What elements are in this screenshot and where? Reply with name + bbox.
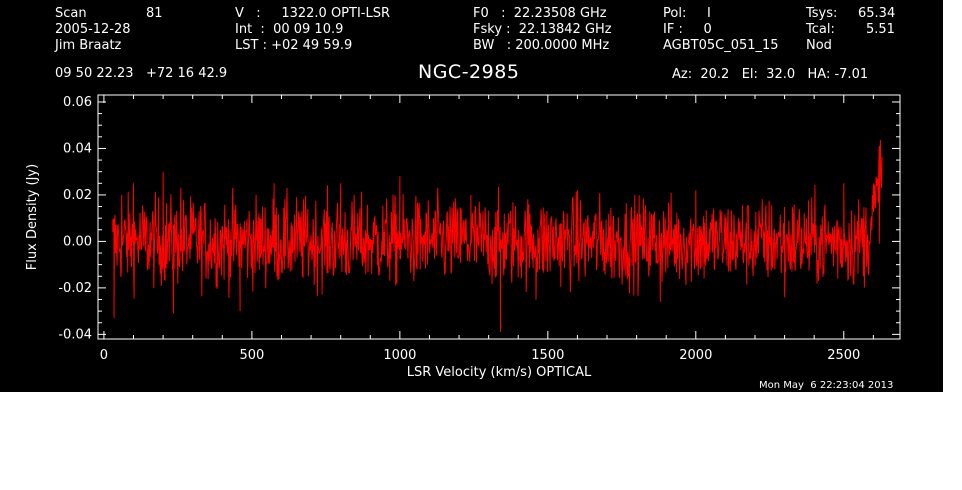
tcal-value: 5.51: [866, 22, 895, 37]
chart-title: NGC-2985: [418, 61, 520, 83]
x-tick-label: 1500: [531, 348, 564, 363]
x-tick-label: 500: [239, 348, 264, 363]
timestamp: Mon May 6 22:23:04 2013: [759, 380, 894, 391]
bandwidth-readout: BW : 200.0000 MHz: [473, 38, 610, 53]
x-tick-label: 2000: [679, 348, 712, 363]
y-axis-label: Flux Density (Jy): [25, 164, 40, 270]
source-coordinates: 09 50 22.23 +72 16 42.9: [55, 66, 228, 81]
rest-frequency-readout: F0 : 22.23508 GHz: [473, 6, 607, 21]
scan-label: Scan: [55, 6, 87, 21]
x-axis-label: LSR Velocity (km/s) OPTICAL: [407, 365, 592, 380]
y-tick-label: 0.06: [63, 95, 92, 110]
sky-frequency-readout: Fsky : 22.13842 GHz: [473, 22, 612, 37]
y-tick-label: 0.00: [63, 234, 92, 249]
x-tick-label: 1000: [383, 348, 416, 363]
if-readout: IF : 0: [663, 22, 712, 37]
az-el-ha-readout: Az: 20.2 El: 32.0 HA: -7.01: [672, 67, 869, 82]
plot-panel: Scan 81 2005-12-28 Jim Braatz V : 1322.0…: [0, 0, 943, 392]
observation-date: 2005-12-28: [55, 22, 131, 37]
project-id: AGBT05C_051_15: [663, 38, 779, 53]
proc-mode: Nod: [806, 38, 832, 53]
integration-readout: Int : 00 09 10.9: [235, 22, 344, 37]
y-tick-label: 0.02: [63, 188, 92, 203]
tsys-value: 65.34: [858, 6, 896, 21]
y-tick-label: -0.02: [58, 281, 92, 296]
tcal-label: Tcal:: [806, 22, 835, 37]
y-tick-label: -0.04: [58, 327, 92, 342]
x-tick-label: 2500: [827, 348, 860, 363]
velocity-readout: V : 1322.0 OPTI-LSR: [235, 6, 391, 21]
x-tick-label: 0: [100, 348, 108, 363]
spectrum-chart: 0 500 1000 1500 2000 2500 -0.04 -0.02 0.00 0.02 0.…: [25, 94, 901, 380]
scan-value: 81: [146, 6, 163, 21]
spectrum-series-line: [112, 139, 883, 333]
plot-frame: [97, 94, 901, 340]
y-tick-label: 0.04: [63, 141, 92, 156]
polarization-readout: Pol: I: [663, 6, 711, 21]
observer-name: Jim Braatz: [55, 38, 122, 53]
lst-readout: LST : +02 49 59.9: [235, 38, 353, 53]
tsys-label: Tsys:: [806, 6, 838, 21]
